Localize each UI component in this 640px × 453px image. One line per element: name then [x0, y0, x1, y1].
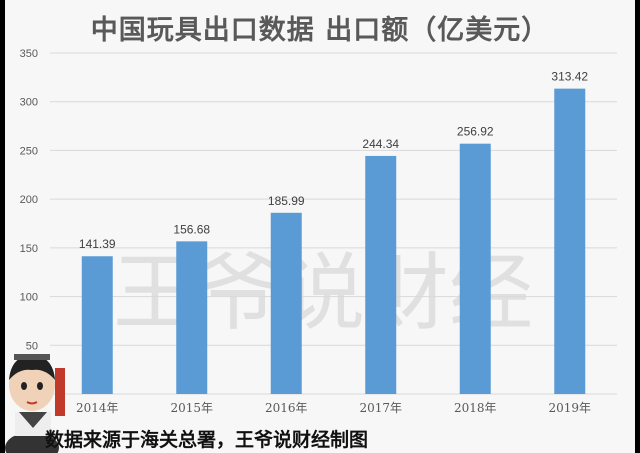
- x-tick-label: 2018年: [454, 401, 497, 415]
- y-axis-ticks: 050100150200250300350: [20, 48, 38, 401]
- bar-value-label: 313.42: [551, 70, 588, 84]
- y-tick-label: 350: [20, 48, 38, 60]
- bar: [270, 212, 302, 394]
- x-tick-label: 2019年: [548, 401, 591, 415]
- bars: 141.39 156.68 185.99 244.34 256.92 313.42: [79, 70, 588, 394]
- bar-value-label: 185.99: [268, 194, 305, 208]
- bar: [176, 241, 208, 394]
- x-tick-label: 2016年: [265, 401, 308, 415]
- bar: [81, 256, 113, 394]
- y-tick-label: 100: [20, 292, 38, 304]
- bar-value-label: 244.34: [362, 137, 399, 151]
- bar-chart: 050100150200250300350 王爷说财经 141.39156.68…: [20, 48, 617, 415]
- gridlines: [50, 52, 617, 395]
- bar-value-label: 141.39: [79, 237, 116, 251]
- x-tick-label: 2017年: [359, 401, 402, 415]
- chart-title: 中国玩具出口数据 出口额（亿美元）: [90, 15, 550, 46]
- y-tick-label: 50: [26, 340, 38, 352]
- bar: [365, 155, 397, 394]
- bar: [459, 143, 491, 394]
- x-tick-label: 2015年: [170, 401, 213, 415]
- bar: [554, 88, 586, 394]
- bar-value-label: 156.68: [173, 222, 210, 236]
- source-note: 数据来源于海关总署，王爷说财经制图: [45, 429, 369, 451]
- x-axis-ticks: 2014年 2015年 2016年 2017年 2018年 2019年: [76, 401, 591, 415]
- y-tick-label: 200: [20, 194, 38, 206]
- y-tick-label: 300: [20, 97, 38, 109]
- x-tick-label: 2014年: [76, 401, 119, 415]
- y-tick-label: 150: [20, 243, 38, 255]
- chart-frame: 050100150200250300350 王爷说财经 141.39156.68…: [5, 0, 635, 453]
- avatar-icon: [5, 354, 65, 453]
- bar-value-label: 256.92: [457, 125, 494, 139]
- y-tick-label: 250: [20, 145, 38, 157]
